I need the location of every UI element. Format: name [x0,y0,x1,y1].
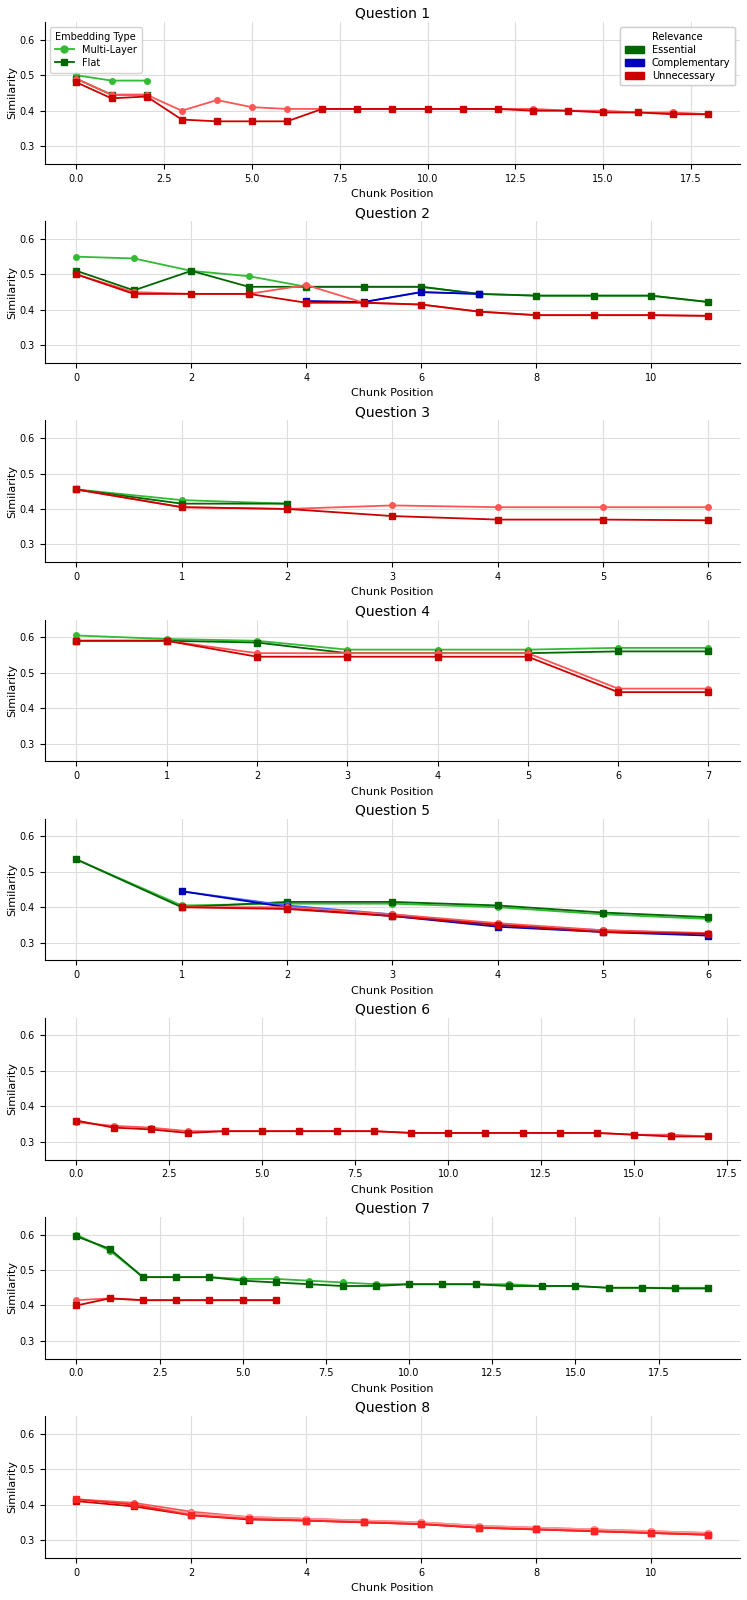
Title: Question 7: Question 7 [355,1202,430,1216]
X-axis label: Chunk Position: Chunk Position [351,1384,434,1394]
Y-axis label: Similarity: Similarity [7,67,17,120]
Title: Question 4: Question 4 [355,605,430,618]
X-axis label: Chunk Position: Chunk Position [351,986,434,995]
X-axis label: Chunk Position: Chunk Position [351,787,434,797]
Title: Question 5: Question 5 [355,803,430,818]
X-axis label: Chunk Position: Chunk Position [351,389,434,398]
Y-axis label: Similarity: Similarity [7,1261,17,1314]
Title: Question 6: Question 6 [355,1003,430,1016]
Y-axis label: Similarity: Similarity [7,266,17,318]
X-axis label: Chunk Position: Chunk Position [351,189,434,198]
X-axis label: Chunk Position: Chunk Position [351,1184,434,1195]
X-axis label: Chunk Position: Chunk Position [351,1582,434,1594]
Title: Question 3: Question 3 [355,405,430,419]
Title: Question 2: Question 2 [355,206,430,221]
X-axis label: Chunk Position: Chunk Position [351,587,434,597]
Y-axis label: Similarity: Similarity [7,1062,17,1115]
Title: Question 1: Question 1 [355,6,430,21]
Y-axis label: Similarity: Similarity [7,664,17,717]
Title: Question 8: Question 8 [355,1402,430,1414]
Legend: Essential, Complementary, Unnecessary: Essential, Complementary, Unnecessary [620,27,735,85]
Y-axis label: Similarity: Similarity [7,862,17,917]
Y-axis label: Similarity: Similarity [7,464,17,518]
Y-axis label: Similarity: Similarity [7,1461,17,1514]
